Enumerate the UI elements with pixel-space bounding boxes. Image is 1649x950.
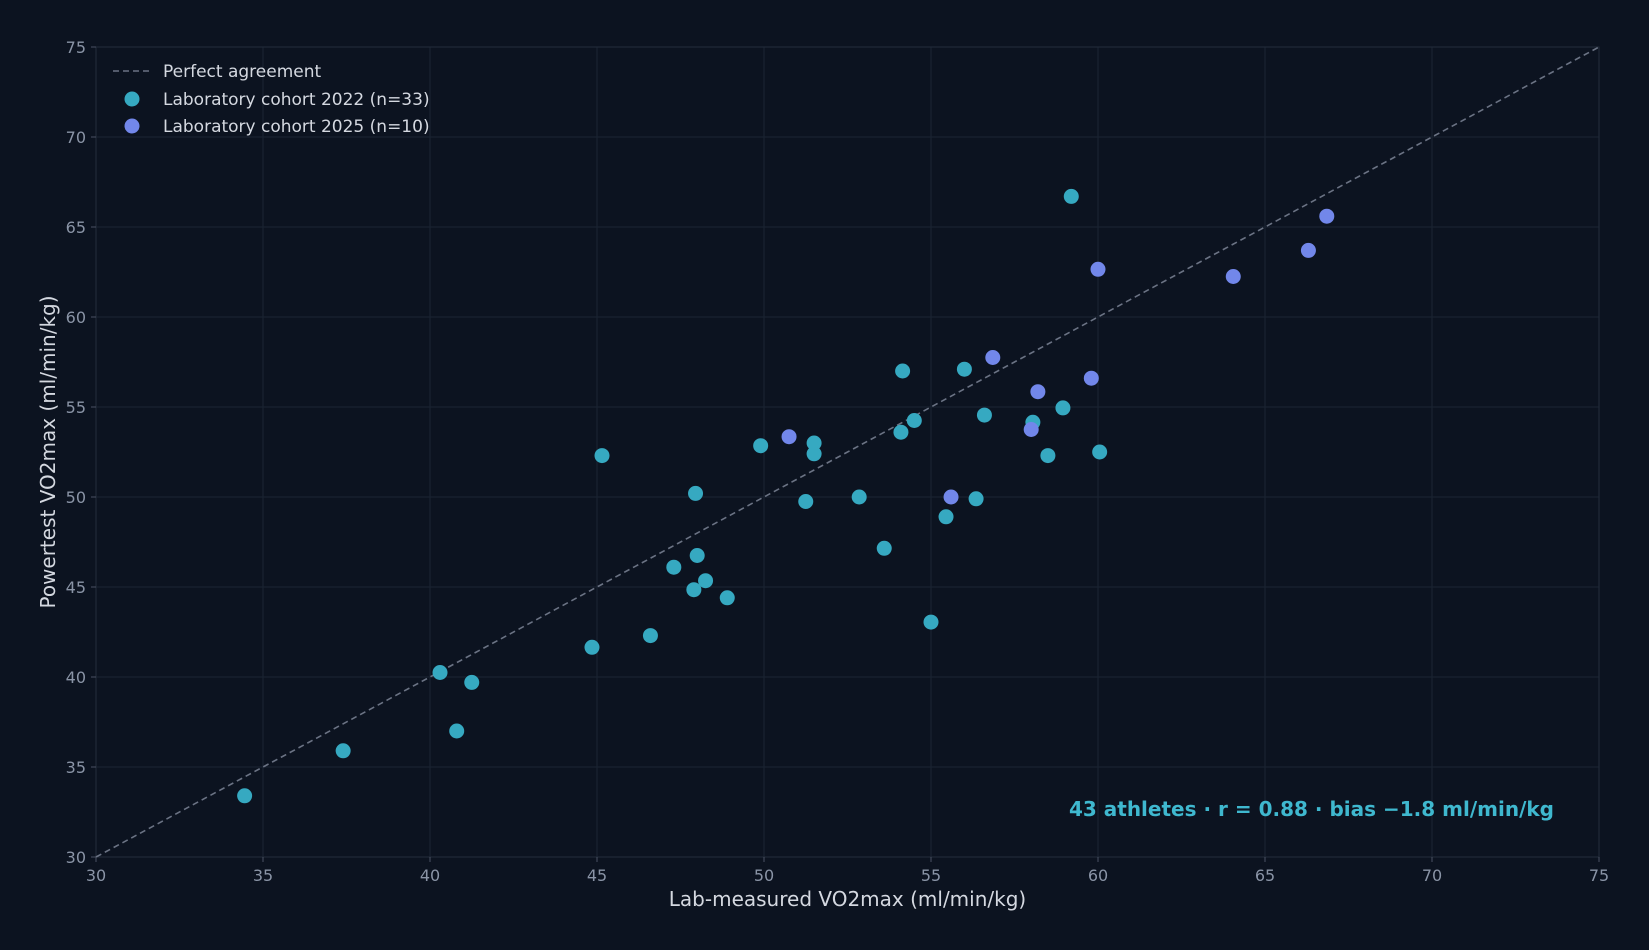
- reference-line-group: [95, 46, 1600, 858]
- data-point-s0-5: [584, 639, 600, 655]
- data-point-s0-32: [1092, 444, 1108, 460]
- data-point-s0-2: [432, 665, 448, 680]
- data-point-s0-10: [688, 485, 704, 501]
- legend-swatch-2025: [124, 118, 140, 134]
- stats-annotation: 43 athletes · r = 0.88 · bias −1.8 ml/mi…: [1069, 797, 1554, 821]
- data-point-s1-0: [781, 429, 797, 445]
- x-tick-label-65: 65: [1255, 866, 1275, 885]
- data-point-s0-15: [798, 494, 814, 509]
- x-axis-label: Lab-measured VO2max (ml/min/kg): [669, 887, 1026, 911]
- y-tick-label-30: 30: [66, 848, 86, 867]
- plot-area-frame: [95, 46, 1600, 858]
- data-point-s0-9: [686, 582, 702, 598]
- y-axis-label: Powertest VO2max (ml/min/kg): [36, 295, 60, 608]
- y-tick-label-65: 65: [66, 218, 86, 237]
- data-point-s0-3: [449, 723, 465, 739]
- data-point-s0-13: [719, 590, 735, 606]
- data-point-s1-5: [1083, 370, 1099, 386]
- y-tick-label-40: 40: [66, 668, 86, 687]
- y-tick-label-35: 35: [66, 758, 86, 777]
- y-tick-label-70: 70: [66, 128, 86, 147]
- x-tick-label-75: 75: [1589, 866, 1609, 885]
- data-point-s0-1: [335, 743, 351, 759]
- data-point-s0-29: [1040, 448, 1056, 464]
- axis-ticks: 30 35 40 45 50 55 60 65 70 75 30 35 40 45 50 55 60 65 70 75: [66, 38, 1610, 885]
- legend-entry-2022: Laboratory cohort 2022 (n=33): [163, 90, 430, 110]
- data-point-s0-14: [753, 438, 769, 454]
- x-tick-label-30: 30: [86, 866, 106, 885]
- data-point-s0-31: [1063, 188, 1079, 204]
- data-point-s0-18: [851, 489, 867, 505]
- data-point-s1-3: [1023, 422, 1039, 437]
- y-tick-label-50: 50: [66, 488, 86, 507]
- legend-swatch-2022: [124, 91, 140, 107]
- y-tick-label-55: 55: [66, 398, 86, 417]
- data-point-s0-8: [666, 559, 682, 575]
- x-tick-label-45: 45: [587, 866, 607, 885]
- data-point-s0-21: [895, 363, 911, 379]
- data-point-s1-9: [1319, 208, 1335, 224]
- data-point-s1-2: [985, 350, 1001, 365]
- x-tick-label-40: 40: [420, 866, 440, 885]
- data-point-s0-23: [923, 614, 939, 630]
- x-tick-label-60: 60: [1088, 866, 1108, 885]
- data-point-s0-16: [806, 435, 822, 451]
- legend-entry-2025: Laboratory cohort 2025 (n=10): [163, 117, 430, 137]
- data-point-s0-19: [876, 540, 892, 556]
- data-point-s0-0: [237, 788, 253, 804]
- data-point-s0-26: [968, 491, 984, 507]
- data-point-s0-27: [976, 407, 992, 423]
- x-tick-label-70: 70: [1422, 866, 1442, 885]
- reference-line: [95, 46, 1600, 858]
- y-tick-label-45: 45: [66, 578, 86, 597]
- data-point-s0-24: [938, 509, 954, 525]
- data-point-s0-20: [893, 424, 909, 440]
- data-points: [237, 188, 1335, 804]
- data-point-s0-17: [806, 446, 822, 462]
- data-point-s1-7: [1225, 269, 1241, 284]
- data-point-s1-6: [1090, 261, 1106, 277]
- legend-entry-reference: Perfect agreement: [163, 62, 321, 82]
- legend: Perfect agreement Laboratory cohort 2022…: [113, 62, 430, 137]
- x-tick-label-50: 50: [754, 866, 774, 885]
- data-point-s1-4: [1030, 384, 1046, 400]
- data-point-s0-12: [698, 573, 714, 589]
- data-point-s1-1: [943, 489, 959, 505]
- data-point-s0-7: [642, 628, 658, 644]
- data-point-s0-6: [594, 448, 610, 464]
- data-point-s1-8: [1300, 242, 1316, 258]
- y-tick-label-60: 60: [66, 308, 86, 327]
- data-point-s0-4: [464, 674, 480, 690]
- data-point-s0-25: [956, 361, 972, 377]
- data-point-s0-30: [1055, 400, 1071, 416]
- data-point-s0-22: [906, 413, 922, 428]
- y-tick-label-75: 75: [66, 38, 86, 57]
- x-tick-label-55: 55: [921, 866, 941, 885]
- x-tick-label-35: 35: [253, 866, 273, 885]
- data-point-s0-11: [689, 548, 705, 563]
